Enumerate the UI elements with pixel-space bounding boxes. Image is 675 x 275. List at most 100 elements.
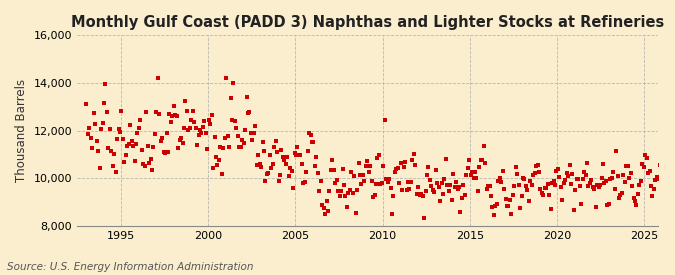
Point [165,120,176,125]
Point [335,189,346,194]
Point [148,145,159,149]
Point [377,180,387,185]
Point [578,170,589,174]
Point [265,153,275,157]
Point [192,142,202,147]
Point [471,176,482,181]
Point [139,164,150,169]
Point [203,118,214,123]
Point [129,159,140,164]
Point [247,138,258,142]
Point [615,192,626,197]
Point [302,149,313,153]
Point [433,185,444,189]
Point [592,183,603,188]
Point [353,161,364,165]
Point [371,182,381,186]
Point [248,130,259,135]
Point [432,181,443,185]
Point [145,157,156,161]
Point [266,166,277,170]
Point [513,182,524,187]
Point [477,158,487,162]
Point [461,173,472,177]
Point [400,160,410,164]
Point [111,136,122,141]
Point [269,144,279,149]
Point [404,187,415,191]
Point [458,182,468,187]
Point [164,111,175,116]
Point [277,155,288,159]
Point [97,121,108,126]
Point [142,144,153,148]
Point [232,134,243,138]
Point [637,162,648,166]
Point [548,179,559,183]
Point [373,153,384,157]
Point [298,180,308,185]
Point [621,164,632,169]
Point [426,183,437,188]
Point [466,169,477,174]
Point [279,158,290,162]
Point [117,137,128,141]
Point [518,176,529,181]
Point [479,144,489,148]
Point [529,171,540,175]
Point [240,128,250,133]
Point [512,172,522,177]
Point [134,126,144,130]
Point [385,186,396,190]
Point [158,150,169,154]
Point [125,123,136,127]
Point [451,180,462,184]
Point [331,177,342,182]
Point [610,187,620,191]
Point [392,166,403,170]
Point [541,186,551,190]
Point [574,184,585,188]
Point [318,206,329,210]
Point [106,149,117,153]
Point [205,122,215,127]
Point [329,167,340,172]
Point [207,112,217,117]
Point [556,185,566,189]
Point [532,163,543,167]
Point [230,119,240,123]
Point [470,169,481,174]
Point [499,186,510,191]
Point [320,211,331,216]
Point [381,177,392,181]
Point [242,111,253,115]
Point [177,141,188,145]
Point [508,192,518,197]
Point [475,158,486,163]
Point [354,172,365,177]
Point [305,133,316,138]
Point [308,139,319,144]
Point [358,173,369,178]
Point [350,211,361,215]
Point [520,184,531,188]
Point [324,188,335,193]
Point [330,181,341,186]
Point [647,194,658,198]
Point [528,173,539,177]
Point [234,145,244,149]
Point [296,162,307,166]
Point [504,197,515,202]
Point [194,128,205,132]
Point [267,162,278,166]
Point [651,175,662,180]
Point [547,181,558,185]
Point [483,183,493,188]
Point [96,127,107,131]
Point [545,207,556,211]
Point [291,153,302,157]
Point [568,208,579,213]
Point [113,127,124,131]
Point [288,186,298,190]
Point [182,109,192,113]
